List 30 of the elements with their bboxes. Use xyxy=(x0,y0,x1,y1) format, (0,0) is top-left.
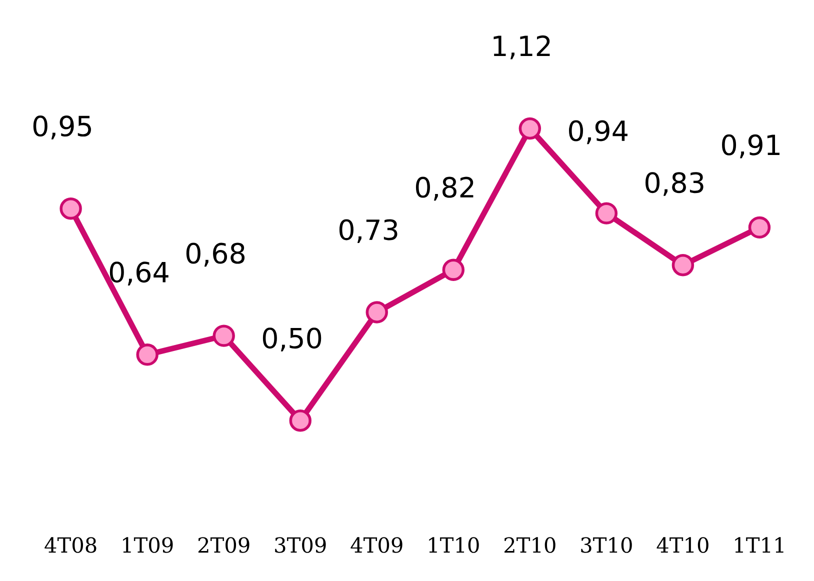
point xyxy=(748,216,771,239)
data-label: 0,50 xyxy=(262,328,322,352)
data-label: 1,12 xyxy=(494,35,550,60)
point xyxy=(672,254,694,276)
x-tick-label: 4T08 xyxy=(44,537,96,553)
point xyxy=(289,410,312,432)
x-tick-label: 1T11 xyxy=(735,537,784,553)
point xyxy=(518,117,542,140)
x-tick-label: 4T09 xyxy=(350,537,402,553)
data-label: 0,82 xyxy=(416,176,474,201)
x-tick-label: 2T10 xyxy=(504,537,556,553)
x-tick-label: 2T09 xyxy=(198,537,250,553)
x-tick-label: 4T10 xyxy=(656,537,708,553)
data-label: 0,73 xyxy=(339,219,398,244)
x-tick-label: 1T10 xyxy=(429,537,479,553)
data-label: 0,95 xyxy=(33,116,91,140)
point xyxy=(442,258,465,281)
point xyxy=(136,344,158,366)
point xyxy=(60,197,82,220)
data-label: 0,68 xyxy=(186,242,245,267)
data-label: 0,91 xyxy=(722,134,780,158)
x-tick-label: 3T10 xyxy=(581,537,632,553)
point xyxy=(595,202,618,224)
x-tick-label: 3T09 xyxy=(275,537,326,553)
data-label: 0,83 xyxy=(646,172,704,196)
point xyxy=(212,324,235,347)
data-label: 0,64 xyxy=(110,262,168,286)
point xyxy=(366,301,388,324)
data-label: 0,94 xyxy=(569,120,628,144)
x-tick-label: 1T09 xyxy=(123,537,173,553)
